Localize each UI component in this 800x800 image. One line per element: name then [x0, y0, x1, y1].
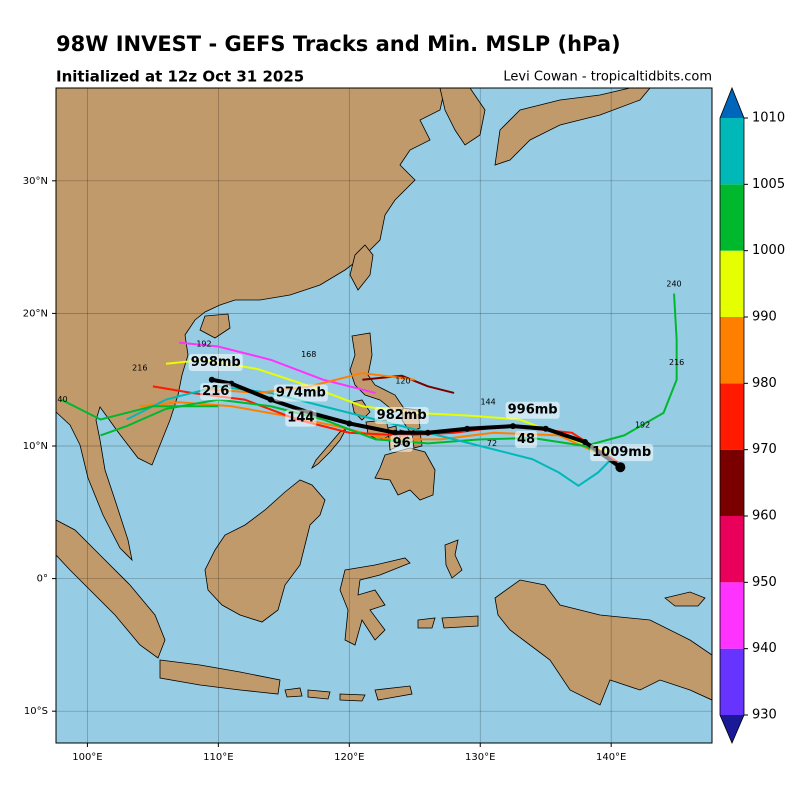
y-tick-label: 10°N	[23, 441, 48, 452]
colorbar-label: 970	[752, 442, 777, 457]
hour-label: 168	[301, 350, 316, 359]
hour-label: 240	[52, 395, 67, 404]
mean-track-point	[581, 439, 588, 446]
colorbar-label: 940	[752, 641, 777, 656]
y-tick-label: 20°N	[23, 308, 48, 319]
hour-label: 72	[487, 439, 497, 448]
annotation-box	[515, 430, 538, 448]
x-tick-label: 120°E	[334, 752, 364, 763]
mean-track-point	[509, 423, 516, 430]
colorbar-bin	[720, 582, 744, 649]
colorbar-bin	[720, 648, 744, 715]
ensemble-track	[362, 374, 455, 394]
colorbar-bin	[720, 317, 744, 384]
hour-label: 192	[196, 339, 211, 348]
colorbar-bin	[720, 250, 744, 317]
colorbar-label: 930	[752, 708, 777, 723]
annotation-box	[505, 401, 560, 419]
hour-label: 120	[395, 377, 410, 386]
colorbar-label: 950	[752, 575, 777, 590]
colorbar-bin	[720, 449, 744, 516]
map-frame	[55, 87, 713, 744]
colorbar-bin	[720, 383, 744, 450]
mean-track-point	[267, 396, 274, 403]
y-tick-label: 10°S	[24, 706, 48, 717]
land	[56, 88, 712, 706]
ensemble-track	[60, 398, 219, 421]
mean-track-point	[464, 425, 471, 432]
colorbar-extend-low	[720, 715, 744, 743]
title: 98W INVEST - GEFS Tracks and Min. MSLP (…	[56, 32, 621, 56]
annotation: 998mb	[191, 355, 241, 370]
y-tick-label: 30°N	[23, 176, 48, 187]
hour-label: 240	[666, 280, 681, 289]
ensemble-track	[584, 293, 678, 447]
ensemble-track	[178, 341, 376, 394]
colorbar-bin	[720, 516, 744, 583]
annotation-box	[285, 409, 317, 427]
annotation: 996mb	[508, 403, 558, 418]
annotation-box	[273, 384, 328, 402]
subtitle: Initialized at 12z Oct 31 2025	[56, 68, 304, 86]
annotation: 144	[287, 411, 314, 426]
annotation-box	[390, 434, 413, 452]
colorbar-label: 1005	[752, 177, 785, 192]
annotation: 1009mb	[592, 445, 651, 460]
colorbar-label: 980	[752, 376, 777, 391]
colorbar-label: 960	[752, 509, 777, 524]
colorbar-label: 990	[752, 310, 777, 325]
colorbar-label: 1010	[752, 111, 785, 126]
annotation-box	[590, 444, 654, 462]
colorbar-bin	[720, 118, 744, 185]
colorbar-bin	[720, 184, 744, 251]
colorbar-extend-high	[720, 88, 744, 118]
mean-track-point	[615, 462, 626, 473]
mean-track-point	[542, 425, 549, 432]
annotation: 48	[517, 432, 535, 447]
annotation: 982mb	[377, 408, 427, 423]
hour-label: 216	[669, 358, 684, 367]
annotation-box	[188, 353, 243, 371]
x-tick-label: 110°E	[203, 752, 233, 763]
hour-label: 144	[480, 398, 495, 407]
mean-track	[211, 377, 622, 469]
annotation-box	[374, 407, 429, 424]
x-tick-label: 100°E	[72, 752, 102, 763]
annotation: 216	[202, 384, 229, 399]
ensemble-track	[100, 398, 612, 461]
mean-track-point	[392, 429, 399, 436]
hour-label: 192	[635, 420, 650, 429]
colorbar-label: 1000	[752, 243, 785, 258]
y-tick-label: 0°	[37, 574, 48, 585]
annotation: 96	[393, 436, 411, 451]
mean-track-point	[346, 420, 353, 427]
x-tick-label: 130°E	[465, 752, 495, 763]
hour-label: 216	[132, 363, 147, 372]
annotation-box	[200, 383, 232, 401]
credit: Levi Cowan - tropicaltidbits.com	[503, 70, 712, 85]
x-tick-label: 140°E	[596, 752, 626, 763]
tracks: 240 216 192 144 120 168 192 240 216 72 1009mb 996mb…	[52, 88, 712, 743]
mean-track-point	[424, 429, 431, 436]
mean-track-point	[208, 376, 215, 383]
annotation: 974mb	[276, 385, 326, 400]
